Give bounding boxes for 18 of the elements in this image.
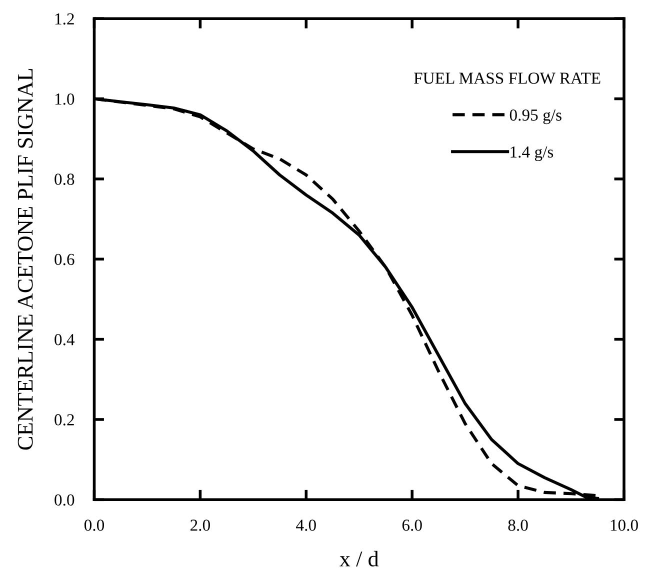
legend-title: FUEL MASS FLOW RATE bbox=[414, 72, 600, 84]
x-tick-label: 2.0 bbox=[190, 520, 210, 531]
y-tick-label: 1.0 bbox=[55, 93, 74, 105]
x-tick-label: 0.0 bbox=[84, 520, 104, 531]
y-axis-title: CENTERLINE ACETONE PLIF SIGNAL bbox=[18, 68, 33, 450]
x-tick-label: 8.0 bbox=[508, 520, 528, 531]
y-tick-label: 0.8 bbox=[54, 174, 74, 185]
y-tick-label: 0.4 bbox=[54, 334, 75, 346]
x-tick-label: 10.0 bbox=[610, 520, 638, 531]
y-tick-label: 0.0 bbox=[54, 494, 74, 506]
y-tick-label: 1.2 bbox=[55, 13, 74, 25]
legend-label: 1.4 g/s bbox=[510, 146, 554, 162]
y-tick-label: 0.6 bbox=[54, 254, 74, 266]
x-tick-label: 4.0 bbox=[296, 520, 316, 531]
legend-label: 0.95 g/s bbox=[510, 109, 562, 124]
y-tick-label: 0.2 bbox=[54, 414, 74, 426]
x-tick-label: 6.0 bbox=[402, 520, 422, 531]
x-axis-title: x / d bbox=[340, 550, 379, 567]
